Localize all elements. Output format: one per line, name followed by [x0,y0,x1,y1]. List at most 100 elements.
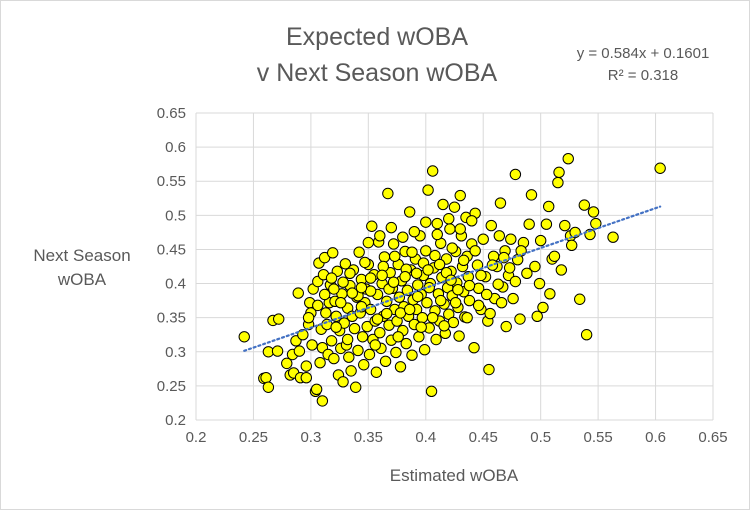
y-tick-label: 0.45 [157,241,186,258]
data-point [607,231,619,243]
data-point [477,233,489,245]
data-point [403,303,416,316]
data-point [421,296,433,309]
trendline [243,205,662,352]
data-point [552,176,564,189]
data-point [344,267,356,280]
data-point [406,349,418,361]
data-point [273,313,285,325]
data-point [463,294,476,307]
data-point [394,361,407,373]
data-point [316,395,329,407]
data-point [463,279,476,292]
chart-title-line-1: Expected wOBA [286,23,468,51]
data-point [533,277,546,290]
data-point [366,220,378,232]
y-tick-label: 0.6 [165,139,186,156]
data-point [238,331,250,343]
data-point [431,228,443,241]
data-point [553,166,565,179]
data-point [425,385,438,398]
data-point [320,307,332,319]
data-point [416,311,429,324]
data-point [503,262,516,274]
data-point [559,219,571,232]
x-tick-label: 0.5 [530,429,551,446]
data-point [500,320,512,333]
data-point [353,246,365,258]
data-point [448,201,461,213]
data-point [420,216,432,228]
data-point [580,329,593,341]
data-point [466,215,478,227]
data-point [574,293,586,305]
x-axis-label: Estimated wOBA [390,466,519,485]
data-point [318,288,331,301]
data-point [387,238,400,250]
data-point [339,258,352,270]
data-point [385,221,398,234]
data-point [400,337,412,350]
data-point [358,359,370,371]
x-tick-label: 0.45 [469,429,498,446]
data-point [492,278,504,290]
data-point [505,233,517,245]
data-point [454,223,466,235]
data-point [457,254,470,267]
data-point [271,345,284,357]
data-point [461,311,473,324]
data-point [494,197,507,209]
y-tick-label: 0.65 [157,105,186,122]
data-point [429,249,441,262]
data-point [420,245,432,257]
data-point [444,223,456,235]
data-point [529,260,541,273]
data-point [449,296,462,309]
data-point [452,283,464,296]
data-point [355,281,368,294]
data-point [555,264,568,276]
y-tick-label: 0.4 [165,276,186,293]
data-point [314,356,326,369]
data-point [587,206,600,218]
data-point [325,272,338,284]
data-point [370,366,383,378]
data-point [548,250,561,262]
data-point [302,311,315,324]
data-point [349,381,362,393]
data-point [293,345,306,357]
data-point [443,213,455,225]
data-point [330,321,342,333]
x-tick-label: 0.3 [300,429,321,446]
trendline-group [243,205,662,352]
data-point [341,333,354,346]
data-point [328,283,340,295]
data-point [483,363,495,376]
data-point [562,153,574,165]
x-tick-label: 0.4 [415,429,436,446]
data-point [422,264,434,276]
gridlines [195,112,714,421]
y-tick-label: 0.35 [157,310,186,327]
y-axis-label-line-1: Next Season [33,246,130,265]
data-point [306,339,318,351]
y-tick-label: 0.5 [165,207,186,224]
data-point [578,199,591,211]
data-point [484,307,496,320]
data-point [509,275,522,288]
data-point [300,372,312,384]
x-tick-label: 0.2 [186,429,207,446]
data-point [509,168,522,181]
x-tick-label: 0.35 [354,429,383,446]
data-point [376,269,388,282]
trendline-equation: y = 0.584x + 0.1601 [577,45,710,62]
data-point [382,187,394,200]
data-point [378,251,391,263]
x-tick-label: 0.25 [239,429,268,446]
data-point [521,267,533,280]
data-point [480,288,493,301]
data-point [325,335,338,347]
data-point [454,189,466,202]
trendline-r2: R² = 0.318 [608,67,678,84]
data-point [540,218,553,230]
